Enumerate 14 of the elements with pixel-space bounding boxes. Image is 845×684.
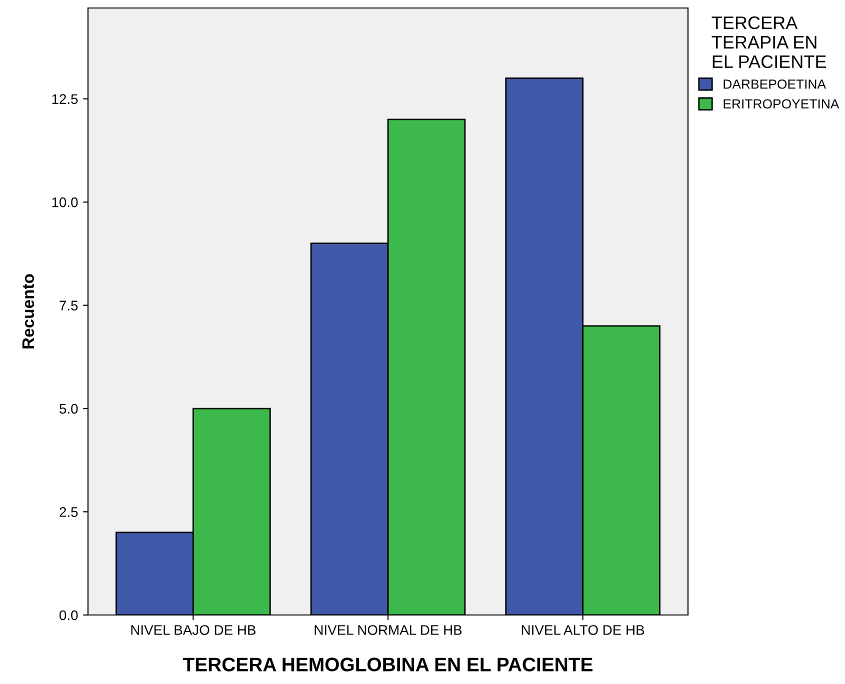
y-tick-label: 10.0: [52, 197, 78, 208]
legend-label: ERITROPOYETINA: [724, 99, 840, 109]
y-tick-label: 7.5: [60, 300, 78, 310]
legend-label: DARBEPOETINA: [724, 79, 826, 89]
y-axis-title: Recuento: [22, 274, 34, 348]
y-tick-label: 2.5: [60, 507, 78, 517]
y-tick-label: 0.0: [60, 610, 78, 620]
x-tick-label: NIVEL NORMAL DE HB: [314, 625, 462, 635]
y-tick-label: 5.0: [60, 404, 78, 414]
x-tick-label: NIVEL ALTO DE HB: [522, 625, 644, 635]
legend-title: TERCERA TERAPIA EN EL PACIENTE: [712, 16, 826, 68]
x-tick-label: NIVEL BAJO DE HB: [131, 625, 256, 635]
y-tick-label: 12.5: [52, 94, 78, 104]
x-axis-title: TERCERA HEMOGLOBINA EN EL PACIENTE: [182, 658, 592, 672]
